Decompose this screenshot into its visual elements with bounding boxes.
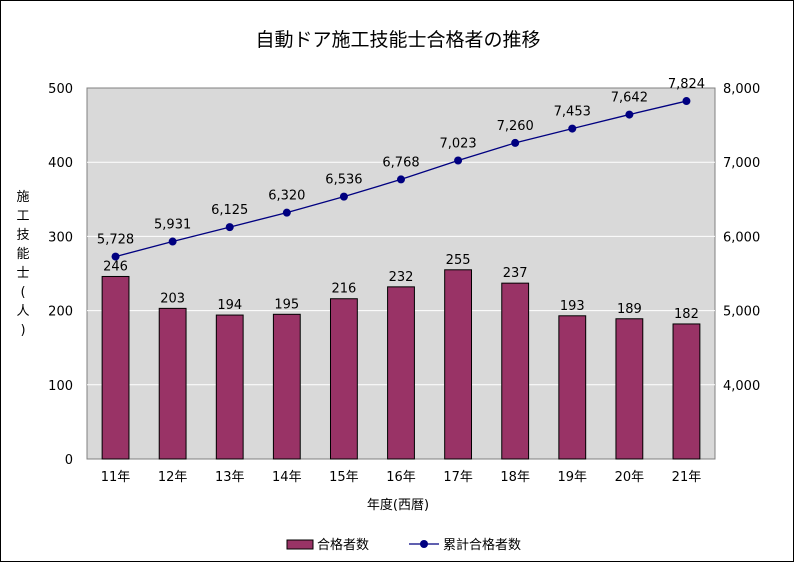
x-axis-label: 年度(西暦) [367, 497, 429, 513]
left-tick-label: 300 [48, 230, 73, 245]
left-tick-label: 400 [48, 156, 73, 171]
legend-line-label: 累計合格者数 [443, 537, 521, 553]
line-data-label: 5,728 [97, 233, 134, 248]
bar-series [101, 269, 701, 460]
left-tick-label: 100 [48, 379, 73, 394]
line-data-label: 6,125 [211, 203, 248, 218]
x-tick-label: 15年 [329, 470, 359, 485]
x-axis: 11年 12年 13年 14年 15年 16年 17年 18年 19年 20年 21年 [101, 470, 701, 485]
line-data-label: 6,320 [268, 189, 305, 204]
line-point [397, 175, 405, 184]
line-point [111, 252, 120, 261]
chart-title: 自動ドア施工技能士合格者の推移 [255, 29, 540, 51]
x-tick-label: 21年 [672, 470, 702, 485]
x-tick-label: 13年 [215, 470, 245, 485]
right-tick-label: 7,000 [723, 156, 760, 171]
y-axis-label: 施工技能士(人) [16, 190, 29, 338]
bar [387, 286, 415, 460]
bar [501, 282, 530, 460]
bar [215, 314, 244, 460]
line-data-label: 7,824 [668, 77, 705, 92]
left-tick-label: 0 [65, 453, 73, 468]
line-point [168, 237, 177, 246]
bar-data-label: 189 [617, 302, 642, 317]
line-point [682, 97, 691, 106]
bar-data-label: 193 [560, 299, 585, 314]
x-tick-label: 12年 [158, 470, 188, 485]
legend: 合格者数 累計合格者数 [286, 537, 521, 553]
bar-data-label: 195 [274, 297, 299, 312]
line-point [225, 223, 234, 232]
bar [158, 307, 187, 460]
bar-data-label: 246 [103, 259, 128, 274]
legend-bar-label: 合格者数 [317, 537, 369, 553]
x-tick-label: 20年 [615, 470, 645, 485]
line-data-label: 6,768 [382, 155, 419, 170]
left-tick-label: 200 [48, 305, 73, 320]
x-tick-label: 17年 [443, 470, 473, 485]
line-point [511, 138, 520, 147]
x-tick-label: 19年 [557, 470, 587, 485]
line-point [625, 110, 634, 119]
legend-bar-swatch [286, 539, 314, 550]
bar-data-label: 255 [446, 253, 471, 268]
line-data-label: 6,536 [325, 173, 362, 188]
bar [101, 275, 130, 460]
right-tick-label: 5,000 [723, 305, 760, 320]
line-series [111, 97, 691, 261]
line-point [339, 192, 348, 201]
line-data-label: 7,453 [554, 105, 591, 120]
x-tick-label: 16年 [386, 470, 416, 485]
line-data-label: 7,023 [439, 136, 476, 151]
bar-data-label: 232 [389, 270, 414, 285]
line-point [282, 208, 291, 217]
right-tick-label: 6,000 [723, 230, 760, 245]
right-tick-label: 4,000 [723, 379, 760, 394]
bar [272, 313, 301, 460]
bar-data-label: 182 [674, 307, 699, 322]
bar [329, 298, 358, 460]
bar-data-label: 216 [331, 282, 356, 297]
bar-data-label: 237 [503, 266, 528, 281]
x-tick-label: 14年 [272, 470, 302, 485]
right-axis: 4,000 5,000 6,000 7,000 8,000 [723, 82, 760, 394]
line-point [568, 124, 577, 133]
bar-data-label: 203 [160, 291, 185, 306]
x-tick-label: 18年 [500, 470, 530, 485]
bar-labels: 246 203 194 195 216 232 255 237 193 189 182 [103, 253, 699, 322]
right-tick-label: 8,000 [723, 82, 760, 97]
line-point [454, 156, 463, 165]
bar [615, 318, 644, 460]
legend-line-marker [420, 540, 428, 548]
bar-data-label: 194 [217, 298, 242, 313]
line-data-label: 5,931 [154, 218, 191, 233]
bar [672, 323, 701, 460]
bar [444, 269, 473, 460]
x-tick-label: 11年 [101, 470, 131, 485]
line-data-label: 7,260 [497, 119, 534, 134]
left-tick-label: 500 [48, 82, 73, 97]
line-labels: 5,728 5,931 6,125 6,320 6,536 6,768 7,023 7,260… [97, 77, 705, 248]
left-axis: 0 100 200 300 400 500 [48, 82, 73, 468]
bar [558, 315, 587, 460]
line-data-label: 7,642 [611, 91, 648, 106]
